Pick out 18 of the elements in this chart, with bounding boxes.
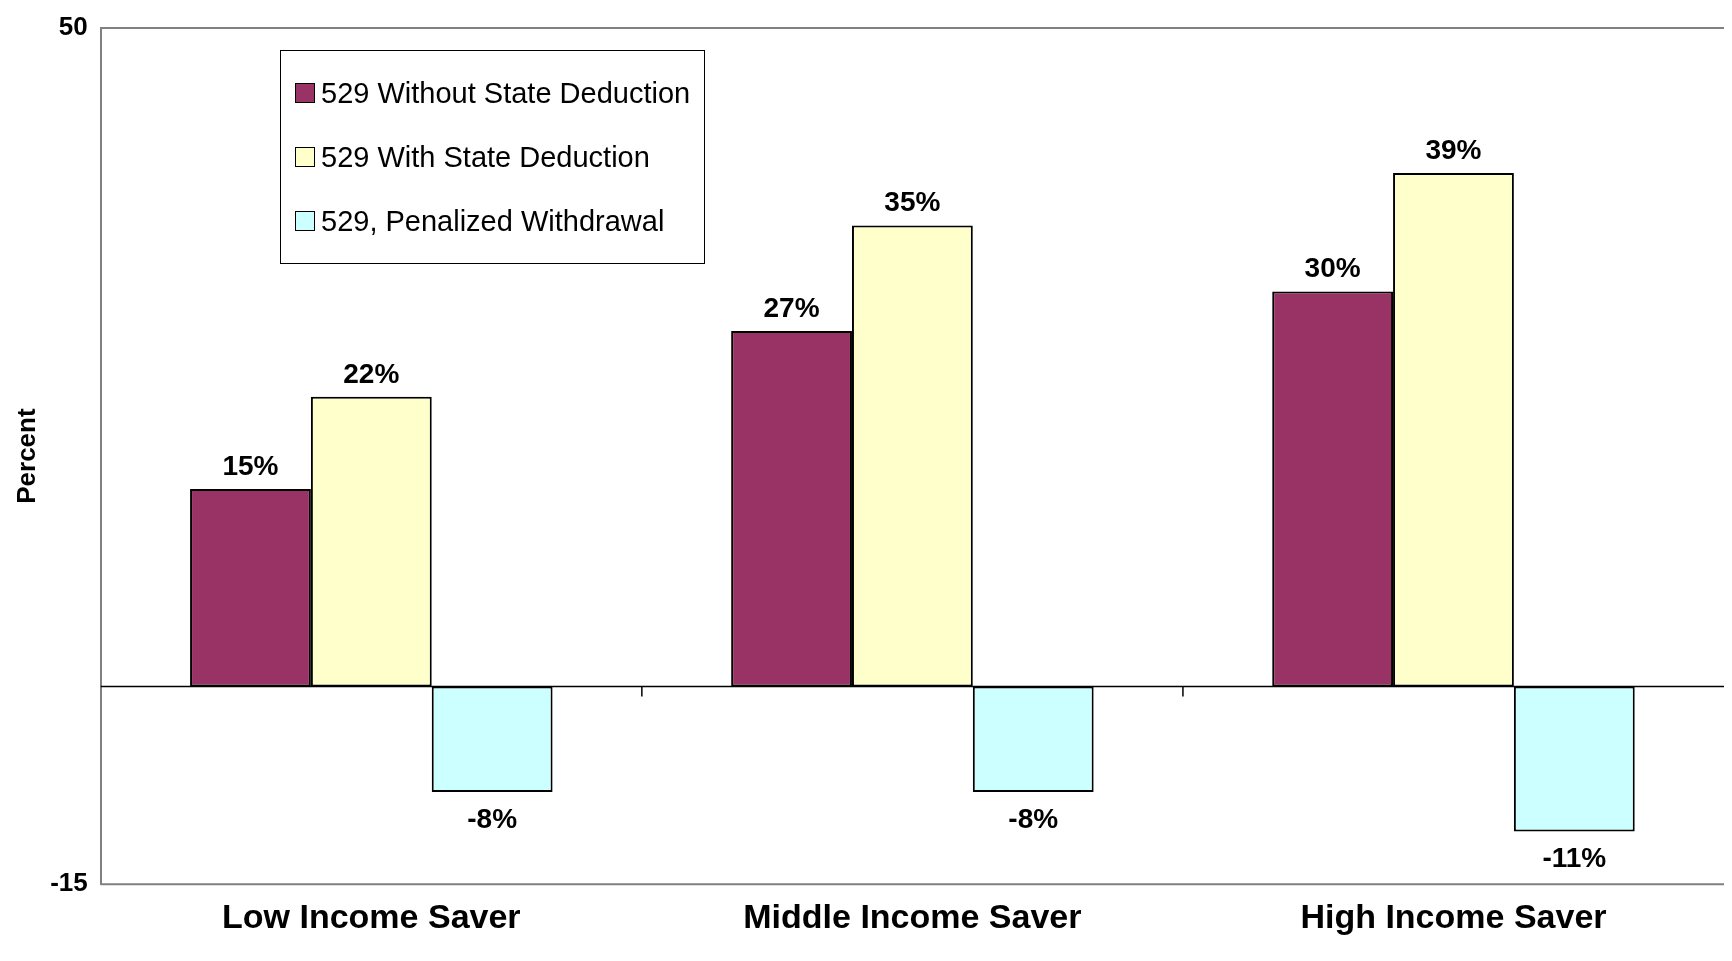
y-tick-label: 50 [58, 11, 88, 42]
data-label: 22% [343, 357, 400, 389]
x-tick-label: Low Income Saver [222, 896, 521, 935]
data-label: -8% [467, 802, 518, 834]
data-label: -8% [1008, 802, 1059, 834]
data-label: -11% [1542, 842, 1607, 874]
data-label: 27% [763, 291, 820, 323]
y-tick-label: -15 [50, 867, 88, 898]
legend-label: 529, Penalized Withdrawal [321, 204, 665, 238]
data-label: 15% [222, 449, 279, 481]
x-tick-label: High Income Saver [1300, 896, 1607, 935]
y-axis-title: Percent [10, 408, 41, 504]
data-label: 30% [1304, 252, 1361, 284]
data-label: 35% [884, 186, 941, 218]
legend-label: 529 Without State Deduction [321, 76, 691, 110]
x-tick-label: Middle Income Saver [743, 896, 1082, 935]
legend-label: 529 With State Deduction [321, 140, 650, 174]
data-label: 39% [1425, 133, 1482, 165]
